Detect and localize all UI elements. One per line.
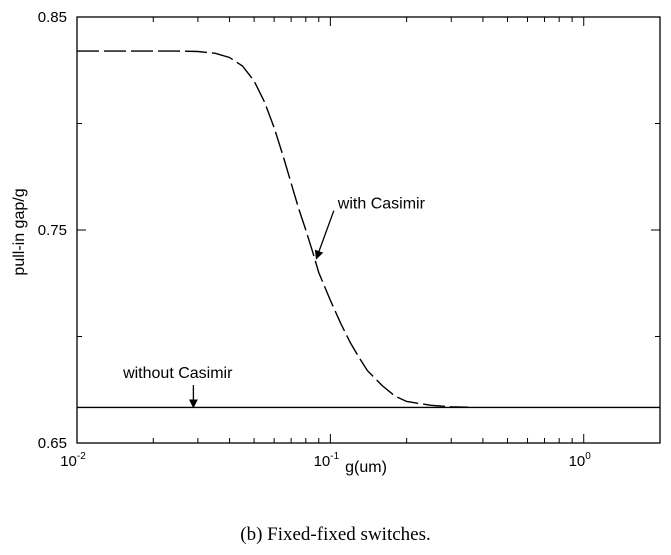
annotation-with-casimir: with Casimir [337,196,426,213]
axis-ticks [76,16,661,444]
annotation-layer: with Casimir without Casimir [122,196,426,409]
y-tick-label: 0.75 [38,222,67,239]
annotation-arrow [314,210,335,260]
x-tick-label: 10-1 [314,451,340,470]
y-axis-label: pull-in gap/g [11,188,28,275]
x-axis-label: g(um) [345,459,387,476]
series-with-casimir [77,50,469,408]
y-tick-label: 0.85 [38,9,67,26]
x-tick-label: 10-2 [60,451,86,470]
annotation-without-casimir: without Casimir [122,365,233,382]
axis-tick-labels: 10-2 10-1 100 0.65 0.75 0.85 [38,9,591,470]
figure-caption: (b) Fixed-fixed switches. [240,524,431,545]
x-tick-label: 100 [569,451,592,470]
series-layer [77,50,660,409]
y-tick-label: 0.65 [38,435,67,452]
